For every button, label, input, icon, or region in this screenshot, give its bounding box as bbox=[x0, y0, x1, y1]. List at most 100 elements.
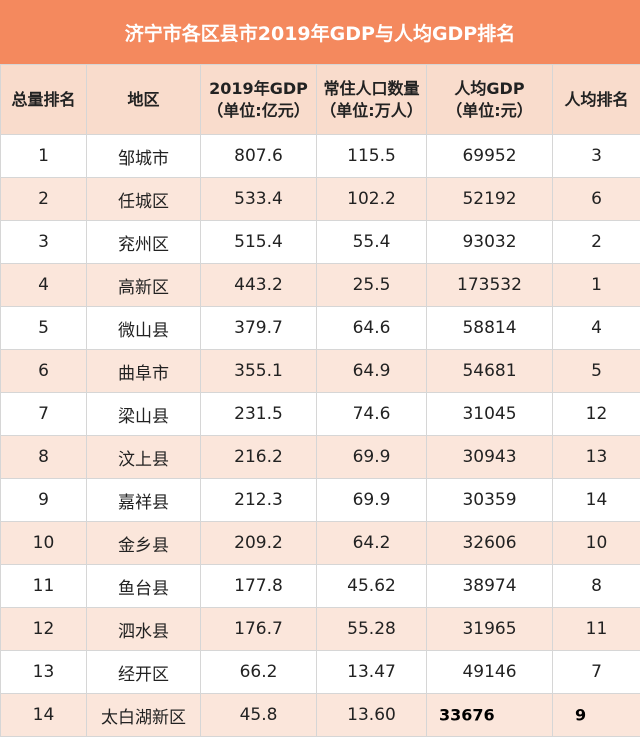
cell-per-capita: 38974 bbox=[426, 564, 553, 608]
cell-population: 102.2 bbox=[316, 177, 427, 221]
table-row: 10 金乡县 209.2 64.2 32606 10 bbox=[0, 521, 640, 565]
cell-rank: 3 bbox=[0, 220, 87, 264]
cell-region: 邹城市 bbox=[86, 134, 201, 178]
cell-per-capita: 33676 bbox=[426, 693, 553, 737]
table-row: 12 泗水县 176.7 55.28 31965 11 bbox=[0, 607, 640, 651]
cell-population: 74.6 bbox=[316, 392, 427, 436]
cell-pc-rank: 11 bbox=[552, 607, 640, 651]
table-row: 1 邹城市 807.6 115.5 69952 3 bbox=[0, 134, 640, 178]
cell-gdp: 355.1 bbox=[200, 349, 317, 393]
cell-population: 115.5 bbox=[316, 134, 427, 178]
cell-gdp: 209.2 bbox=[200, 521, 317, 565]
cell-population: 69.9 bbox=[316, 478, 427, 522]
table-row: 8 汶上县 216.2 69.9 30943 13 bbox=[0, 435, 640, 479]
cell-per-capita: 30943 bbox=[426, 435, 553, 479]
header-row: 总量排名 地区 2019年GDP （单位:亿元） 常住人口数量 （单位:万人） 人均… bbox=[0, 64, 640, 135]
cell-region: 鱼台县 bbox=[86, 564, 201, 608]
cell-per-capita: 31045 bbox=[426, 392, 553, 436]
header-total-rank: 总量排名 bbox=[0, 64, 87, 135]
table-row: 5 微山县 379.7 64.6 58814 4 bbox=[0, 306, 640, 350]
cell-per-capita: 93032 bbox=[426, 220, 553, 264]
cell-population: 13.60 bbox=[316, 693, 427, 737]
cell-pc-rank: 5 bbox=[552, 349, 640, 393]
cell-population: 13.47 bbox=[316, 650, 427, 694]
cell-rank: 13 bbox=[0, 650, 87, 694]
cell-pc-rank: 12 bbox=[552, 392, 640, 436]
table-row: 3 兖州区 515.4 55.4 93032 2 bbox=[0, 220, 640, 264]
cell-gdp: 807.6 bbox=[200, 134, 317, 178]
header-per-capita-gdp: 人均GDP （单位:元） bbox=[426, 64, 553, 135]
cell-region: 汶上县 bbox=[86, 435, 201, 479]
cell-per-capita: 30359 bbox=[426, 478, 553, 522]
cell-gdp: 443.2 bbox=[200, 263, 317, 307]
table-row: 4 高新区 443.2 25.5 173532 1 bbox=[0, 263, 640, 307]
cell-per-capita: 49146 bbox=[426, 650, 553, 694]
header-population: 常住人口数量 （单位:万人） bbox=[316, 64, 427, 135]
header-region: 地区 bbox=[86, 64, 201, 135]
cell-gdp: 379.7 bbox=[200, 306, 317, 350]
cell-population: 55.28 bbox=[316, 607, 427, 651]
pc-rank-value: 9 bbox=[575, 705, 587, 725]
cell-rank: 7 bbox=[0, 392, 87, 436]
table-row: 9 嘉祥县 212.3 69.9 30359 14 bbox=[0, 478, 640, 522]
header-per-capita-rank: 人均排名 bbox=[552, 64, 640, 135]
cell-region: 嘉祥县 bbox=[86, 478, 201, 522]
cell-population: 25.5 bbox=[316, 263, 427, 307]
cell-pc-rank: 2 bbox=[552, 220, 640, 264]
cell-rank: 2 bbox=[0, 177, 87, 221]
cell-per-capita: 54681 bbox=[426, 349, 553, 393]
cell-rank: 6 bbox=[0, 349, 87, 393]
cell-pc-rank: 7 bbox=[552, 650, 640, 694]
cell-pc-rank: 3 bbox=[552, 134, 640, 178]
cell-gdp: 176.7 bbox=[200, 607, 317, 651]
cell-pc-rank: 9 bbox=[552, 693, 640, 737]
cell-population: 69.9 bbox=[316, 435, 427, 479]
cell-region: 高新区 bbox=[86, 263, 201, 307]
cell-rank: 12 bbox=[0, 607, 87, 651]
cell-per-capita: 31965 bbox=[426, 607, 553, 651]
cell-region: 兖州区 bbox=[86, 220, 201, 264]
cell-population: 64.6 bbox=[316, 306, 427, 350]
table-row: 6 曲阜市 355.1 64.9 54681 5 bbox=[0, 349, 640, 393]
cell-per-capita: 69952 bbox=[426, 134, 553, 178]
cell-per-capita: 58814 bbox=[426, 306, 553, 350]
cell-population: 64.9 bbox=[316, 349, 427, 393]
cell-rank: 14 bbox=[0, 693, 87, 737]
cell-rank: 9 bbox=[0, 478, 87, 522]
cell-gdp: 533.4 bbox=[200, 177, 317, 221]
cell-gdp: 216.2 bbox=[200, 435, 317, 479]
cell-region: 经开区 bbox=[86, 650, 201, 694]
cell-region: 金乡县 bbox=[86, 521, 201, 565]
cell-region: 太白湖新区 bbox=[86, 693, 201, 737]
cell-pc-rank: 8 bbox=[552, 564, 640, 608]
cell-region: 微山县 bbox=[86, 306, 201, 350]
cell-gdp: 177.8 bbox=[200, 564, 317, 608]
cell-pc-rank: 10 bbox=[552, 521, 640, 565]
cell-region: 梁山县 bbox=[86, 392, 201, 436]
table-row: 2 任城区 533.4 102.2 52192 6 bbox=[0, 177, 640, 221]
cell-rank: 5 bbox=[0, 306, 87, 350]
cell-region: 曲阜市 bbox=[86, 349, 201, 393]
table-row: 13 经开区 66.2 13.47 49146 7 bbox=[0, 650, 640, 694]
cell-population: 55.4 bbox=[316, 220, 427, 264]
cell-per-capita: 173532 bbox=[426, 263, 553, 307]
cell-per-capita: 32606 bbox=[426, 521, 553, 565]
cell-region: 任城区 bbox=[86, 177, 201, 221]
cell-rank: 10 bbox=[0, 521, 87, 565]
table-row: 7 梁山县 231.5 74.6 31045 12 bbox=[0, 392, 640, 436]
cell-pc-rank: 4 bbox=[552, 306, 640, 350]
cell-gdp: 231.5 bbox=[200, 392, 317, 436]
cell-rank: 8 bbox=[0, 435, 87, 479]
cell-pc-rank: 1 bbox=[552, 263, 640, 307]
table-row: 11 鱼台县 177.8 45.62 38974 8 bbox=[0, 564, 640, 608]
cell-rank: 1 bbox=[0, 134, 87, 178]
header-gdp: 2019年GDP （单位:亿元） bbox=[200, 64, 317, 135]
cell-region: 泗水县 bbox=[86, 607, 201, 651]
cell-rank: 4 bbox=[0, 263, 87, 307]
cell-pc-rank: 6 bbox=[552, 177, 640, 221]
per-capita-value: 33676 bbox=[439, 705, 495, 725]
cell-population: 45.62 bbox=[316, 564, 427, 608]
cell-gdp: 515.4 bbox=[200, 220, 317, 264]
cell-gdp: 66.2 bbox=[200, 650, 317, 694]
